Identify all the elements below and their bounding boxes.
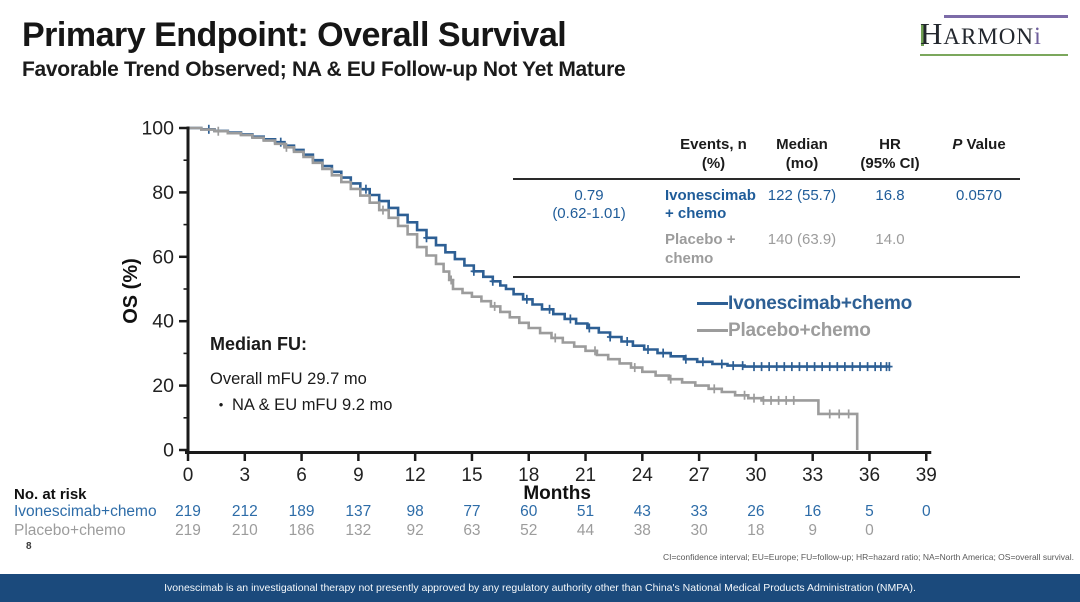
stats-header-hr: HR (95% CI) bbox=[860, 136, 920, 172]
at-risk-count: 33 bbox=[690, 503, 708, 520]
at-risk-count: 26 bbox=[747, 503, 765, 520]
at-risk-count: 219 bbox=[175, 522, 201, 539]
x-tick-label: 30 bbox=[745, 465, 766, 486]
at-risk-count: 137 bbox=[345, 503, 372, 520]
median-fu-na-eu: • NA & EU mFU 9.2 mo bbox=[210, 396, 393, 415]
abbreviations-footnote: CI=confidence interval; EU=Europe; FU=fo… bbox=[662, 552, 1074, 562]
logo-cap: H bbox=[920, 16, 944, 51]
os-stats-table: Events, n (%) Median (mo) HR (95% CI) P Val… bbox=[513, 136, 1020, 278]
at-risk-count: 210 bbox=[231, 522, 258, 539]
at-risk-count: 16 bbox=[804, 503, 822, 520]
stats-row-ivonescimab-events: 122 (55.7) bbox=[767, 186, 837, 204]
legend-label: Ivonescimab+chemo bbox=[728, 292, 913, 314]
x-tick-label: 33 bbox=[802, 465, 823, 486]
page-title: Primary Endpoint: Overall Survival bbox=[22, 16, 567, 54]
legend-item-placebo: Placebo+chemo bbox=[697, 317, 912, 344]
legend-label: Placebo+chemo bbox=[728, 319, 871, 341]
placebo-line-swatch bbox=[697, 329, 728, 332]
at-risk-count: 18 bbox=[747, 522, 765, 539]
x-tick-label: 39 bbox=[916, 465, 937, 486]
bullet-icon: • bbox=[218, 397, 224, 412]
stats-row-placebo-median: 14.0 bbox=[875, 231, 905, 248]
at-risk-count: 77 bbox=[463, 503, 481, 520]
stats-row-placebo-label: Placebo + chemo bbox=[665, 231, 736, 267]
at-risk-count: 51 bbox=[576, 503, 595, 520]
x-tick-label: 3 bbox=[240, 465, 251, 486]
stats-header-events: Events, n (%) bbox=[680, 136, 747, 172]
stats-hr-cell: 0.79 (0.62-1.01) bbox=[552, 186, 626, 223]
at-risk-count: 212 bbox=[231, 503, 258, 520]
x-tick-label: 0 bbox=[183, 465, 194, 486]
stats-header-median: Median (mo) bbox=[776, 136, 828, 172]
x-tick-label: 27 bbox=[689, 465, 710, 486]
median-fu-overall: Overall mFU 29.7 mo bbox=[210, 370, 367, 388]
harmoni-logo: HARMONi bbox=[920, 12, 1070, 58]
stats-header-empty bbox=[513, 136, 665, 178]
at-risk-count: 0 bbox=[865, 522, 874, 539]
x-tick-label: 18 bbox=[518, 465, 539, 486]
logo-overline bbox=[944, 15, 1068, 18]
x-tick-label: 9 bbox=[353, 465, 364, 486]
chart-legend: Ivonescimab+chemo Placebo+chemo bbox=[697, 290, 912, 344]
stats-row-placebo-events: 140 (63.9) bbox=[767, 231, 837, 248]
at-risk-count: 98 bbox=[406, 503, 424, 520]
stats-pvalue-empty bbox=[938, 224, 1020, 269]
at-risk-count: 43 bbox=[633, 503, 651, 520]
at-risk-count: 186 bbox=[288, 522, 315, 539]
page-number: 8 bbox=[26, 541, 32, 552]
x-tick-label: 15 bbox=[461, 465, 482, 486]
logo-h-stem bbox=[921, 24, 924, 46]
at-risk-count: 63 bbox=[463, 522, 481, 539]
x-tick-label: 21 bbox=[575, 465, 596, 486]
x-tick-label: 24 bbox=[632, 465, 654, 486]
y-tick-label: 20 bbox=[152, 375, 174, 397]
at-risk-count: 60 bbox=[520, 503, 538, 520]
logo-i: i bbox=[1034, 23, 1042, 50]
at-risk-count: 52 bbox=[520, 522, 538, 539]
logo-text: HARMONi bbox=[920, 17, 1070, 57]
at-risk-count: 5 bbox=[865, 503, 874, 520]
at-risk-count: 189 bbox=[288, 503, 315, 520]
y-tick-label: 80 bbox=[152, 182, 174, 204]
logo-smallcaps: ARMON bbox=[943, 24, 1035, 49]
at-risk-count: 9 bbox=[808, 522, 817, 539]
at-risk-count: 132 bbox=[345, 522, 372, 539]
at-risk-count: 30 bbox=[690, 522, 708, 539]
stats-row-ivonescimab-label: Ivonescimab + chemo bbox=[665, 186, 756, 223]
at-risk-label-ivonescimab: Ivonescimab+chemo bbox=[14, 503, 157, 520]
ivonescimab-line-swatch bbox=[697, 302, 728, 305]
stats-top-rule bbox=[513, 177, 1020, 180]
y-tick-label: 100 bbox=[141, 118, 174, 140]
median-fu-heading: Median FU: bbox=[210, 334, 307, 354]
at-risk-count: 0 bbox=[921, 503, 931, 520]
stats-header-pvalue: P Value bbox=[952, 136, 1006, 153]
logo-underline bbox=[920, 53, 1068, 56]
at-risk-count: 38 bbox=[633, 522, 651, 539]
x-axis-label: Months bbox=[523, 483, 591, 504]
legend-item-ivonescimab: Ivonescimab+chemo bbox=[697, 290, 912, 317]
y-axis-label: OS (%) bbox=[120, 258, 142, 324]
stats-bottom-rule bbox=[513, 275, 1020, 278]
at-risk-label-placebo: Placebo+chemo bbox=[14, 522, 126, 539]
at-risk-count: 219 bbox=[175, 503, 201, 520]
y-tick-label: 0 bbox=[163, 440, 174, 462]
y-tick-label: 40 bbox=[152, 311, 174, 333]
median-fu-annotation: Median FU: Overall mFU 29.7 mo • NA & EU … bbox=[210, 334, 392, 415]
x-tick-label: 12 bbox=[405, 465, 426, 486]
x-tick-label: 36 bbox=[859, 465, 880, 486]
at-risk-count: 92 bbox=[406, 522, 424, 539]
stats-pvalue-cell: 0.0570 bbox=[956, 186, 1002, 204]
x-tick-label: 6 bbox=[296, 465, 307, 486]
stats-row-ivonescimab-median: 16.8 bbox=[875, 186, 905, 204]
page-subtitle: Favorable Trend Observed; NA & EU Follow… bbox=[22, 58, 626, 81]
y-tick-label: 60 bbox=[152, 246, 174, 268]
at-risk-count: 44 bbox=[576, 522, 595, 539]
at-risk-title: No. at risk bbox=[14, 486, 87, 503]
regulatory-banner: Ivonescimab is an investigational therap… bbox=[0, 574, 1080, 602]
